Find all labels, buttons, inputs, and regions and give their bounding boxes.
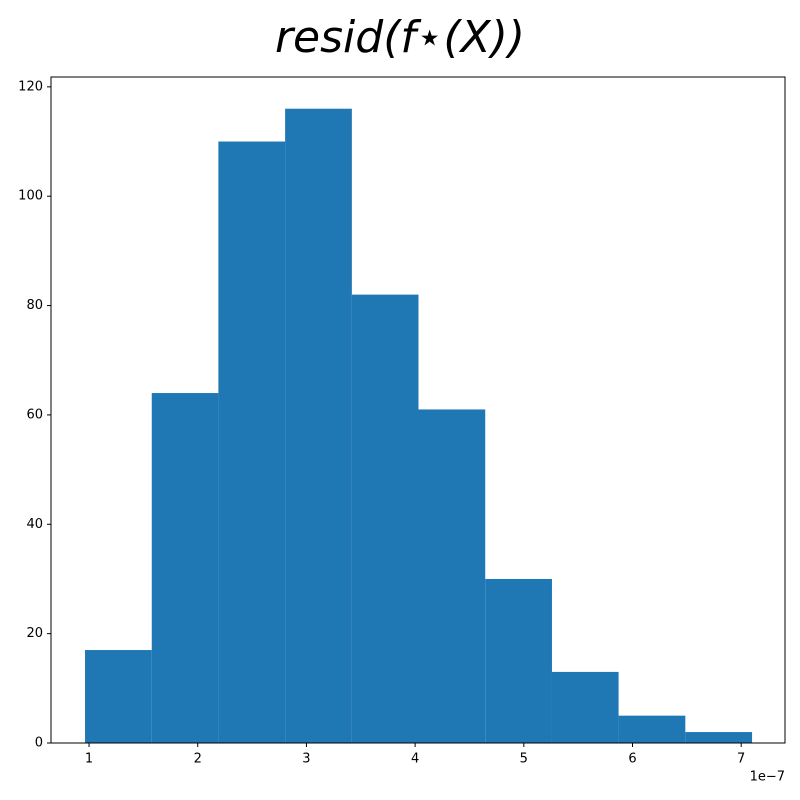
chart-title: resid(f⋆(X)) (275, 12, 525, 63)
y-tick-label: 60 (26, 407, 43, 422)
bar (218, 141, 286, 744)
y-tick-label: 0 (35, 736, 43, 751)
x-tick-label: 7 (737, 752, 745, 767)
x-offset-label: 1e−7 (750, 770, 785, 785)
bar (551, 671, 619, 743)
bar (351, 294, 419, 743)
bar (485, 578, 552, 743)
x-tick-label: 2 (194, 752, 202, 767)
y-tick-label: 20 (26, 626, 43, 641)
x-tick-label: 3 (302, 752, 310, 767)
y-tick-label: 120 (18, 79, 43, 94)
x-tick-label: 4 (411, 752, 419, 767)
bar (418, 409, 486, 743)
x-tick-label: 6 (628, 752, 636, 767)
bar (85, 650, 152, 743)
y-tick-label: 40 (26, 517, 43, 532)
bar (151, 393, 219, 743)
plot-frame (50, 76, 786, 744)
x-tick-label: 5 (520, 752, 528, 767)
x-tick-label: 1 (85, 752, 93, 767)
bar (685, 732, 753, 743)
bar (618, 715, 686, 743)
y-tick-label: 80 (26, 298, 43, 313)
y-tick-label: 100 (18, 189, 43, 204)
bar (285, 108, 352, 743)
